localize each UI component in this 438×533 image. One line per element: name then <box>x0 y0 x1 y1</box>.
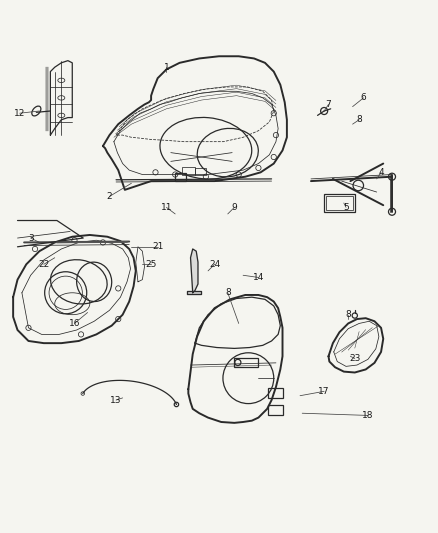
Text: 13: 13 <box>110 395 122 405</box>
Polygon shape <box>191 249 198 293</box>
Text: 8: 8 <box>356 115 362 124</box>
Text: 11: 11 <box>161 203 172 212</box>
Text: 22: 22 <box>38 260 49 269</box>
Bar <box>234 358 258 367</box>
Text: 7: 7 <box>325 100 332 109</box>
Text: 25: 25 <box>145 260 157 269</box>
Text: 17: 17 <box>318 387 330 396</box>
Text: 1: 1 <box>163 63 170 72</box>
Text: 2: 2 <box>107 192 112 201</box>
Text: 8: 8 <box>345 310 351 319</box>
Text: 6: 6 <box>360 93 367 102</box>
Bar <box>268 405 283 415</box>
Bar <box>326 197 353 209</box>
Text: 9: 9 <box>231 203 237 212</box>
Text: 8: 8 <box>225 288 231 297</box>
Bar <box>324 194 355 212</box>
Bar <box>182 167 195 174</box>
Text: 12: 12 <box>14 109 25 118</box>
Text: 14: 14 <box>253 273 264 282</box>
Text: 18: 18 <box>362 411 374 420</box>
Bar <box>175 173 186 181</box>
Text: 16: 16 <box>69 319 80 328</box>
Text: 24: 24 <box>209 260 220 269</box>
Text: 5: 5 <box>343 203 349 212</box>
Text: 21: 21 <box>152 243 163 251</box>
Text: 23: 23 <box>349 354 360 363</box>
Text: 4: 4 <box>378 168 384 177</box>
Text: 3: 3 <box>28 233 34 243</box>
Polygon shape <box>187 290 201 294</box>
Bar <box>268 388 283 398</box>
Bar <box>195 167 206 174</box>
